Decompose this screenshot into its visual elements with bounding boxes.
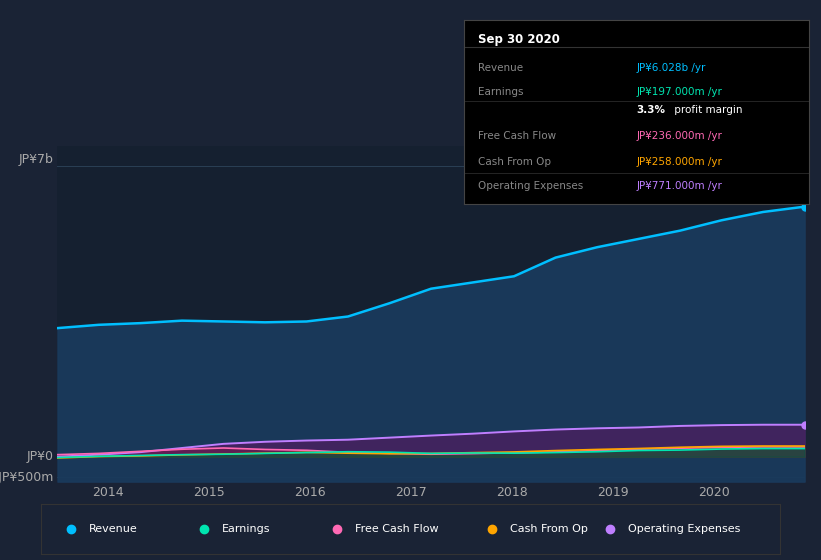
Text: profit margin: profit margin — [671, 105, 742, 115]
Text: JP¥771.000m /yr: JP¥771.000m /yr — [636, 181, 722, 191]
Text: Sep 30 2020: Sep 30 2020 — [478, 32, 560, 45]
Text: Earnings: Earnings — [222, 524, 271, 534]
Text: Free Cash Flow: Free Cash Flow — [478, 131, 556, 141]
Text: Earnings: Earnings — [478, 87, 523, 97]
Text: JP¥197.000m /yr: JP¥197.000m /yr — [636, 87, 722, 97]
Text: 3.3%: 3.3% — [636, 105, 665, 115]
Text: JP¥236.000m /yr: JP¥236.000m /yr — [636, 131, 722, 141]
Text: Cash From Op: Cash From Op — [478, 157, 551, 167]
Text: Revenue: Revenue — [478, 63, 523, 73]
Text: JP¥258.000m /yr: JP¥258.000m /yr — [636, 157, 722, 167]
Text: Revenue: Revenue — [89, 524, 138, 534]
Text: JP¥6.028b /yr: JP¥6.028b /yr — [636, 63, 706, 73]
Text: Operating Expenses: Operating Expenses — [629, 524, 741, 534]
Text: Operating Expenses: Operating Expenses — [478, 181, 583, 191]
Text: JP¥0: JP¥0 — [27, 450, 53, 463]
Text: Free Cash Flow: Free Cash Flow — [355, 524, 438, 534]
Text: JP¥7b: JP¥7b — [19, 153, 53, 166]
Text: -JP¥500m: -JP¥500m — [0, 471, 53, 484]
Text: Cash From Op: Cash From Op — [511, 524, 588, 534]
